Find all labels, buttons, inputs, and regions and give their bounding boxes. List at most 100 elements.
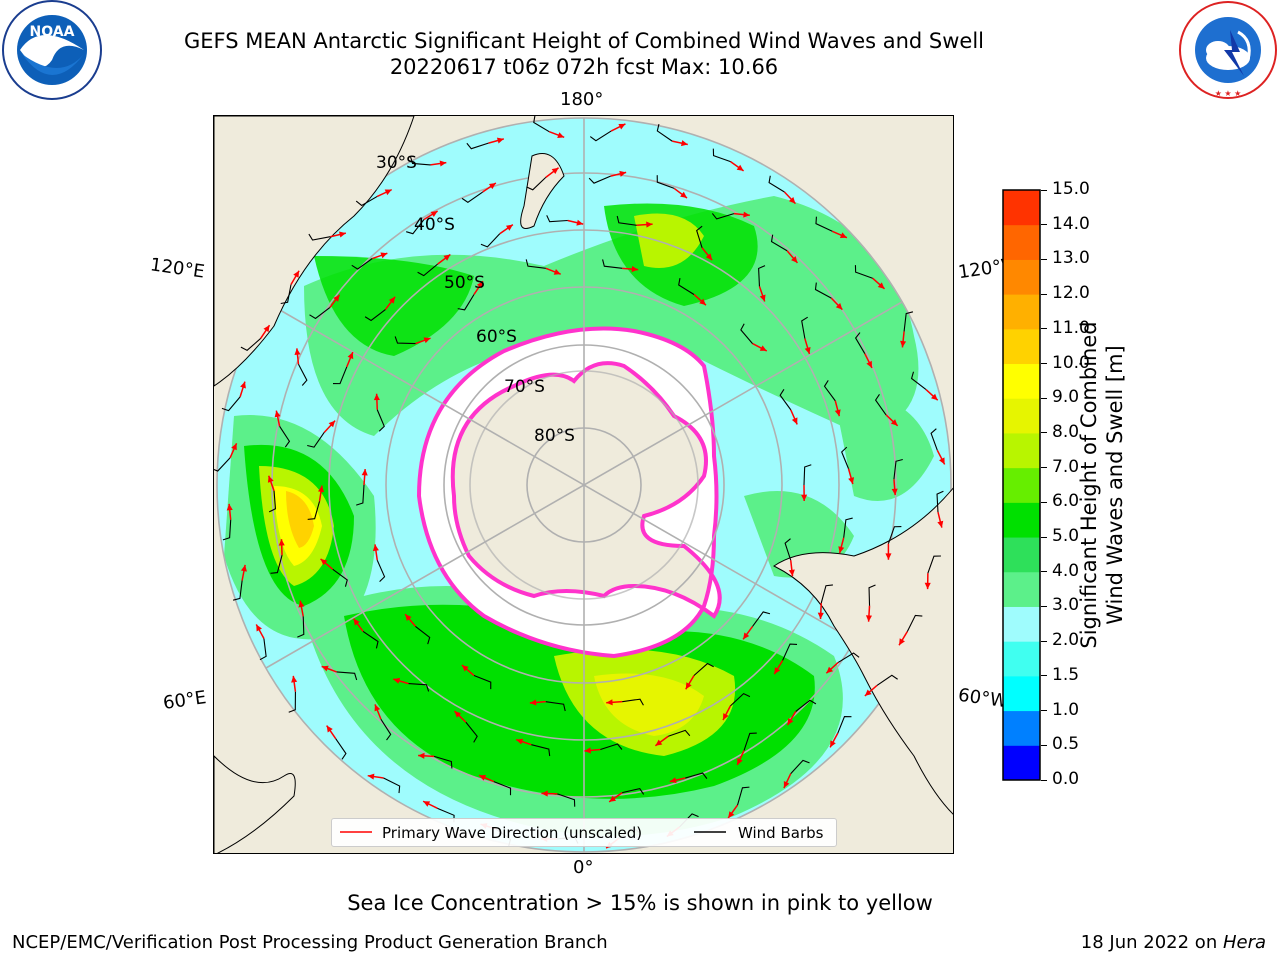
- wind-barb: [525, 259, 546, 269]
- wind-barb: [711, 213, 735, 220]
- wind-barb: [936, 490, 944, 513]
- wave-direction-arrowhead: [372, 544, 379, 552]
- wind-barb: [656, 123, 673, 142]
- wind-barb: [417, 263, 438, 277]
- wave-direction-arrowhead: [783, 781, 790, 789]
- wind-barb: [531, 744, 551, 757]
- wind-barb: [356, 484, 365, 506]
- wind-barb: [221, 396, 241, 412]
- wind-barb: [557, 793, 576, 807]
- colorbar-tick-label: 4.0: [1052, 560, 1080, 581]
- wind-barb: [362, 630, 379, 649]
- wave-direction-arrowhead: [263, 325, 270, 333]
- wave-direction-arrowhead: [516, 738, 524, 745]
- wind-barb: [309, 307, 331, 320]
- colorbar-tick-mark: [1041, 605, 1047, 607]
- colorbar-tick-mark: [1041, 328, 1047, 330]
- wave-direction-arrowhead: [791, 256, 798, 263]
- lon-label-0: 0°: [573, 857, 594, 878]
- wind-barb: [288, 691, 296, 713]
- colorbar-tick-label: 7.0: [1052, 456, 1080, 477]
- colorbar-tick-mark: [1041, 363, 1047, 365]
- wind-barb: [526, 176, 547, 191]
- wave-direction-arrowhead: [321, 665, 329, 672]
- wind-barb: [893, 458, 903, 480]
- wave-direction-arrowhead: [885, 553, 892, 560]
- polar-map: 30°S 40°S 50°S 60°S 70°S 80°S: [214, 116, 953, 853]
- wind-barb: [351, 258, 373, 270]
- wave-direction-arrowhead: [728, 811, 735, 819]
- wave-direction-arrowhead: [699, 298, 706, 306]
- wind-barb: [656, 175, 675, 189]
- wind-barb: [795, 699, 817, 712]
- wind-barb: [820, 584, 833, 604]
- colorbar-tick-label: 1.5: [1052, 664, 1080, 685]
- wave-direction-arrowhead: [488, 183, 496, 190]
- wave-direction-arrowhead: [619, 170, 627, 177]
- wave-direction-arrowhead: [294, 348, 301, 355]
- wind-barb: [307, 501, 321, 520]
- lat-label-50s: 50°S: [444, 273, 485, 293]
- wave-direction-arrowhead: [551, 167, 559, 174]
- colorbar-tick-mark: [1041, 536, 1047, 538]
- colorbar-tick-mark: [1041, 779, 1047, 781]
- wave-direction-arrowhead: [835, 302, 843, 310]
- wave-direction-arrowhead: [256, 624, 262, 632]
- wind-barb: [240, 338, 262, 351]
- legend-wave-swatch: [340, 831, 372, 833]
- wind-barb: [364, 309, 386, 322]
- wind-barb: [473, 675, 492, 690]
- wave-direction-arrowhead: [864, 689, 872, 696]
- colorbar-tick-label: 5.0: [1052, 526, 1080, 547]
- colorbar-label-line2: Wind Waves and Swell [m]: [1103, 345, 1127, 625]
- wind-barb: [214, 457, 231, 472]
- lon-label-180: 180°: [560, 89, 604, 110]
- wind-barb: [588, 175, 611, 184]
- colorbar-band: [1003, 190, 1040, 226]
- wind-barb: [589, 130, 612, 142]
- lat-label-60s: 60°S: [476, 327, 517, 347]
- wave-direction-arrowhead: [423, 801, 431, 807]
- wind-barb: [854, 332, 866, 354]
- wind-barb: [332, 568, 348, 587]
- wave-direction-arrowhead: [443, 254, 451, 261]
- wave-direction-arrowhead: [240, 381, 246, 389]
- wave-direction-arrowhead: [584, 747, 592, 754]
- wave-direction-arrowhead: [439, 160, 447, 167]
- colorbar-tick-label: 8.0: [1052, 421, 1080, 442]
- wave-direction-arrowhead: [479, 775, 487, 781]
- wind-barb: [457, 294, 475, 311]
- wave-direction-arrowhead: [787, 718, 794, 726]
- wave-direction-arrowhead: [791, 417, 798, 425]
- wind-barb: [790, 759, 810, 774]
- wind-barb: [910, 371, 927, 390]
- sea-ice-note: Sea Ice Concentration > 15% is shown in …: [347, 891, 933, 915]
- colorbar-tick-label: 0.0: [1052, 769, 1080, 789]
- wave-direction-arrowhead: [899, 638, 905, 646]
- wind-barb: [903, 311, 914, 332]
- wind-barb: [782, 643, 798, 661]
- wave-direction-arrowhead: [924, 582, 931, 590]
- wind-barb: [461, 191, 483, 203]
- colorbar-band: [1003, 467, 1040, 503]
- wave-direction-arrowhead: [347, 352, 354, 360]
- wave-direction-arrowhead: [278, 539, 285, 546]
- wind-barb: [868, 584, 876, 606]
- wave-direction-arrowhead: [454, 711, 462, 718]
- wave-direction-arrowhead: [830, 740, 836, 748]
- wind-barb: [222, 519, 232, 541]
- wave-direction-arrowhead: [388, 296, 396, 304]
- colorbar-tick-mark: [1041, 744, 1047, 746]
- wave-direction-arrowhead: [374, 704, 381, 712]
- wave-direction-arrowhead: [848, 477, 855, 485]
- wind-barb: [376, 560, 386, 583]
- wave-direction-arrowhead: [380, 252, 388, 259]
- wave-direction-arrowhead: [328, 420, 336, 428]
- wave-direction-arrowhead: [418, 752, 425, 759]
- colorbar-tick-mark: [1041, 501, 1047, 503]
- colorbar-tick-mark: [1041, 710, 1047, 712]
- colorbar-band: [1003, 675, 1040, 712]
- wind-barb: [380, 718, 392, 741]
- legend-wave-label: Primary Wave Direction (unscaled): [382, 824, 643, 842]
- wave-direction-arrowhead: [774, 667, 781, 675]
